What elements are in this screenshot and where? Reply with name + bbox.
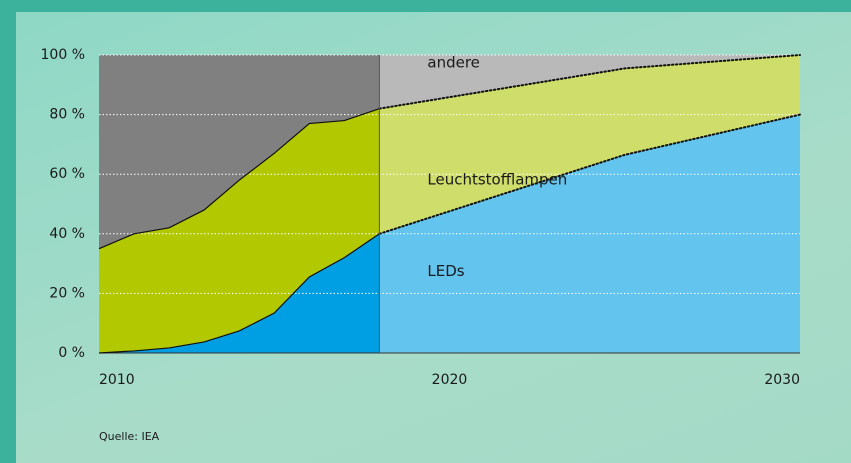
y-tick-label: 60 % (49, 166, 85, 182)
boundary-line (378, 54, 801, 110)
y-tick-label: 0 % (58, 345, 85, 361)
series-label: Leuchtstofflampen (427, 171, 567, 189)
x-tick-label: 2020 (432, 372, 468, 388)
boundary-line (378, 113, 801, 235)
area (99, 108, 380, 353)
boundary-line (98, 233, 380, 354)
y-tick-label: 20 % (49, 285, 85, 301)
area (379, 55, 800, 109)
series-label: LEDs (427, 262, 464, 280)
area (99, 233, 380, 353)
series-label: andere (427, 54, 480, 72)
y-tick-label: 40 % (49, 226, 85, 242)
y-tick-label: 80 % (49, 107, 85, 123)
x-tick-label: 2030 (764, 372, 800, 388)
area (379, 55, 800, 234)
boundary-line (98, 108, 380, 250)
source: Quelle: IEA (99, 430, 160, 443)
area (99, 55, 380, 249)
x-tick-label: 2010 (99, 372, 135, 388)
y-tick-label: 100 % (41, 47, 85, 63)
